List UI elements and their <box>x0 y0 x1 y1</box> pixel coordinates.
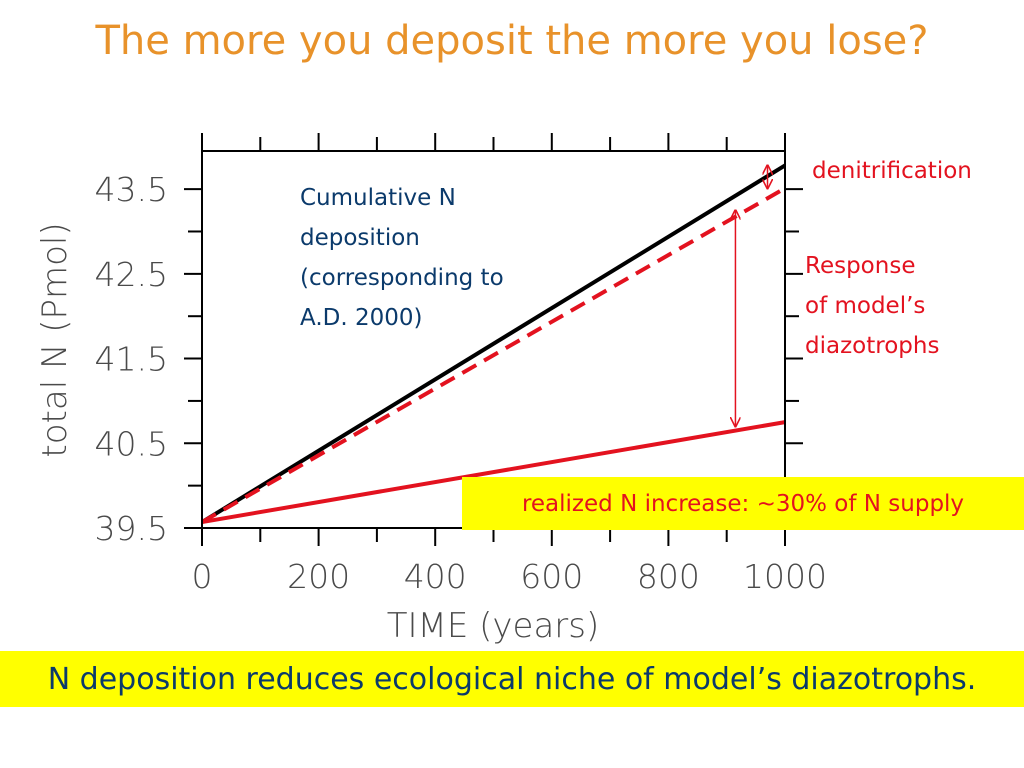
x-tick-label: 600 <box>520 557 583 596</box>
annotation-line: of model’s <box>805 286 1015 326</box>
annotation-line: Response <box>805 246 1015 286</box>
x-axis-label: TIME (years) <box>387 606 600 646</box>
y-tick-label: 42.5 <box>95 255 168 294</box>
denitrification-annotation: denitrification <box>812 151 972 191</box>
y-axis-label: total N (Pmol) <box>35 222 75 457</box>
x-tick-label: 800 <box>637 557 700 596</box>
x-tick-label: 200 <box>287 557 350 596</box>
annotation-arrows <box>735 165 767 426</box>
annotation-line: (corresponding to <box>300 258 560 298</box>
y-tick-label: 41.5 <box>95 340 168 379</box>
response-annotation: Response of model’s diazotrophs <box>805 246 1015 366</box>
x-tick-label: 0 <box>192 557 213 596</box>
x-tick-label: 400 <box>404 557 467 596</box>
annotation-line: diazotrophs <box>805 326 1015 366</box>
conclusion-banner: N deposition reduces ecological niche of… <box>0 651 1024 707</box>
x-tick-label: 1000 <box>743 557 827 596</box>
annotation-line: deposition <box>300 218 560 258</box>
annotation-line: A.D. 2000) <box>300 298 560 338</box>
y-tick-label: 43.5 <box>95 170 168 209</box>
cumulative-deposition-annotation: Cumulative N deposition (corresponding t… <box>300 178 560 338</box>
y-tick-label: 39.5 <box>95 509 168 548</box>
realized-increase-callout: realized N increase: ~30% of N supply <box>462 477 1024 530</box>
annotation-line: Cumulative N <box>300 178 560 218</box>
y-tick-label: 40.5 <box>95 424 168 463</box>
